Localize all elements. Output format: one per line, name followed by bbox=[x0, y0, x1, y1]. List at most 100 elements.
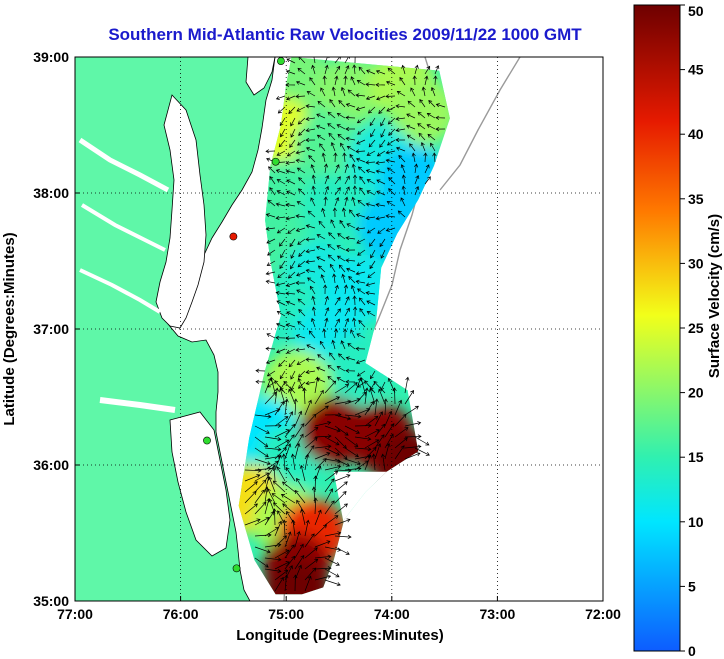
velocity-arrow bbox=[359, 376, 366, 394]
velocity-arrow bbox=[305, 237, 316, 242]
velocity-arrow bbox=[324, 515, 339, 526]
velocity-arrow bbox=[281, 453, 286, 471]
velocity-arrow bbox=[404, 434, 422, 439]
velocity-arrow bbox=[276, 227, 286, 234]
velocity-arrow bbox=[336, 124, 346, 130]
velocity-arrow bbox=[284, 555, 296, 570]
velocity-arrow bbox=[274, 401, 285, 416]
velocity-arrow bbox=[370, 370, 376, 380]
velocity-arrow bbox=[254, 472, 270, 482]
velocity-arrow bbox=[375, 202, 386, 207]
speed-cell bbox=[262, 560, 331, 595]
velocity-arrow bbox=[281, 481, 296, 493]
velocity-arrow bbox=[276, 466, 286, 482]
velocity-arrow bbox=[298, 188, 306, 196]
velocity-arrow bbox=[273, 502, 286, 515]
velocity-arrow bbox=[315, 245, 326, 251]
x-tick-label: 72:00 bbox=[585, 606, 621, 622]
velocity-arrow bbox=[296, 271, 306, 277]
velocity-arrow bbox=[359, 308, 366, 317]
velocity-arrow bbox=[334, 176, 341, 185]
velocity-arrow bbox=[324, 500, 335, 515]
velocity-arrow bbox=[412, 75, 417, 86]
velocity-arrow bbox=[316, 134, 326, 141]
velocity-arrow bbox=[345, 356, 356, 361]
velocity-arrow bbox=[255, 379, 266, 384]
speed-cell bbox=[299, 172, 368, 241]
velocity-arrow bbox=[304, 519, 310, 537]
x-tick-label: 77:00 bbox=[57, 606, 93, 622]
velocity-arrow bbox=[364, 415, 379, 427]
velocity-arrow bbox=[334, 284, 339, 295]
grid bbox=[75, 57, 603, 601]
velocity-arrow bbox=[314, 389, 324, 405]
velocity-arrow bbox=[336, 377, 346, 383]
velocity-arrow bbox=[324, 470, 339, 482]
velocity-arrow bbox=[302, 387, 307, 405]
velocity-arrow bbox=[357, 166, 366, 174]
velocity-arrow bbox=[265, 279, 276, 284]
velocity-arrow bbox=[324, 317, 329, 328]
velocity-arrow bbox=[334, 436, 347, 449]
velocity-arrow bbox=[386, 167, 396, 174]
velocity-arrow bbox=[349, 153, 356, 163]
velocity-arrow bbox=[290, 453, 296, 471]
velocity-arrow bbox=[295, 94, 306, 99]
velocity-arrow bbox=[353, 57, 357, 64]
velocity-arrow bbox=[304, 413, 317, 427]
velocity-arrow bbox=[254, 516, 270, 526]
velocity-arrow bbox=[374, 423, 386, 438]
velocity-arrow bbox=[305, 224, 316, 229]
velocity-arrow bbox=[346, 267, 356, 273]
velocity-arrow bbox=[388, 177, 396, 185]
velocity-arrow bbox=[366, 311, 376, 317]
velocity-arrow bbox=[295, 347, 306, 352]
velocity-arrow bbox=[385, 150, 396, 155]
velocity-arrow bbox=[388, 188, 396, 196]
velocity-arrow bbox=[265, 226, 276, 231]
velocity-arrow bbox=[334, 481, 348, 493]
velocity-arrow bbox=[342, 328, 348, 339]
velocity-arrow bbox=[254, 425, 270, 434]
velocity-arrow bbox=[293, 574, 298, 592]
velocity-arrow bbox=[428, 100, 436, 108]
velocity-arrow bbox=[376, 190, 386, 196]
velocity-arrow bbox=[340, 86, 346, 97]
velocity-arrow bbox=[274, 429, 290, 438]
x-axis-ticks: 77:00 76:00 75:00 74:00 73:00 72:00 bbox=[57, 596, 621, 622]
velocity-arrow bbox=[324, 174, 330, 185]
land-mass bbox=[75, 57, 276, 601]
velocity-arrow bbox=[276, 348, 286, 354]
velocity-arrow bbox=[297, 139, 306, 146]
velocity-arrow bbox=[417, 111, 426, 119]
velocity-arrow bbox=[295, 334, 306, 339]
velocity-arrow bbox=[286, 150, 296, 157]
x-tick-label: 74:00 bbox=[374, 606, 410, 622]
velocity-arrow bbox=[279, 260, 286, 269]
velocity-arrow bbox=[344, 382, 358, 394]
velocity-arrow bbox=[364, 429, 380, 438]
velocity-arrow bbox=[314, 509, 322, 526]
velocity-arrow bbox=[354, 436, 372, 441]
colorbar-tick-label: 35 bbox=[688, 191, 704, 207]
velocity-arrow bbox=[348, 276, 356, 284]
velocity-arrow bbox=[384, 433, 394, 449]
velocity-arrow bbox=[317, 354, 326, 361]
velocity-arrow bbox=[295, 280, 306, 286]
colorbar: 0 5 10 15 20 25 30 35 40 45 50 Surface Velocity (c… bbox=[633, 3, 723, 659]
velocity-arrow bbox=[357, 288, 366, 295]
velocity-arrow bbox=[336, 245, 346, 251]
velocity-arrow bbox=[352, 174, 358, 184]
velocity-arrow bbox=[352, 317, 357, 328]
velocity-arrow bbox=[244, 481, 258, 493]
velocity-arrow bbox=[331, 339, 336, 350]
velocity-arrow bbox=[331, 86, 336, 97]
velocity-arrow bbox=[319, 340, 326, 350]
velocity-arrow bbox=[314, 465, 322, 482]
velocity-arrow bbox=[314, 524, 327, 537]
velocity-arrow bbox=[357, 249, 366, 256]
velocity-arrow bbox=[274, 380, 286, 394]
velocity-arrow bbox=[324, 396, 341, 405]
velocity-arrow bbox=[294, 410, 303, 427]
velocity-arrow bbox=[349, 209, 356, 218]
